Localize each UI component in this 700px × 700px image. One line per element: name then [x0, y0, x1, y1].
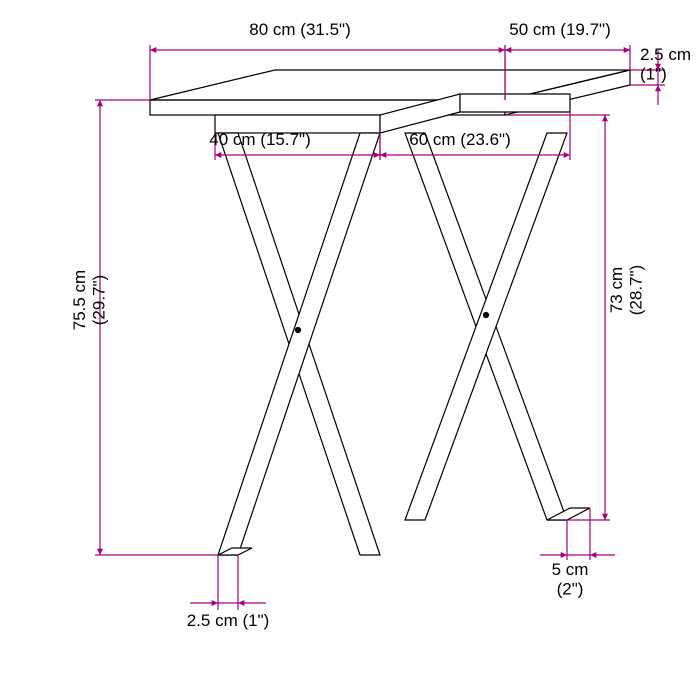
- dim-apron-d: 60 cm (23.6"): [409, 130, 510, 149]
- dim-top-depth: 50 cm (19.7"): [509, 20, 610, 39]
- dim-leg-sq: 5 cm(2"): [552, 560, 589, 599]
- dim-top-width: 80 cm (31.5"): [249, 20, 350, 39]
- dim-tabletop-thick: 2.5 cm(1"): [640, 45, 691, 84]
- dim-leg-th: 2.5 cm (1"): [187, 611, 270, 630]
- dimension-diagram: 80 cm (31.5") 50 cm (19.7") 2.5 cm(1") 40 c…: [0, 0, 700, 700]
- dim-apron-w: 40 cm (15.7"): [209, 130, 310, 149]
- dim-overall-h: 75.5 cm(29.7"): [70, 270, 109, 330]
- dimension-annotations: 80 cm (31.5") 50 cm (19.7") 2.5 cm(1") 40 c…: [70, 20, 691, 630]
- dim-floor-to-top: 73 cm(28.7"): [607, 265, 646, 315]
